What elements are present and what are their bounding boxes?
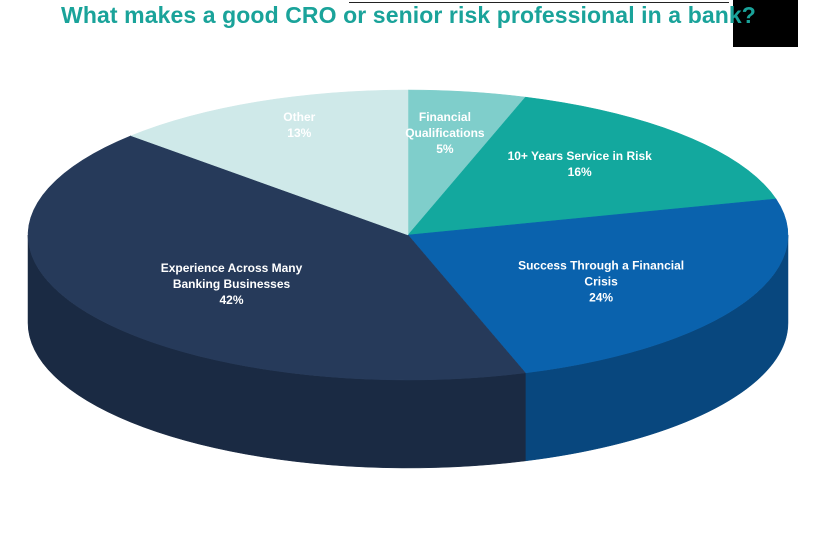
label-experience-across-many-banking-businesses: Experience Across Many Banking Businesses… xyxy=(161,261,303,307)
pie-labels: Financial Qualifications 5% 10+ Years Servi… xyxy=(161,110,684,307)
slice-label-line: Financial xyxy=(419,110,471,124)
slice-label-line: Other xyxy=(283,110,315,124)
slice-label-line: Success Through a Financial xyxy=(518,259,684,273)
slice-experience-across-many-banking-businesses xyxy=(27,135,526,381)
chart-title: What makes a good CRO or senior risk pro… xyxy=(61,2,756,28)
slice-other xyxy=(130,89,409,236)
slice-label-line: Qualifications xyxy=(405,126,485,140)
slice-label-line: Experience Across Many xyxy=(161,261,303,275)
slice-label-line: 10+ Years Service in Risk xyxy=(508,149,653,163)
slice-percent: 13% xyxy=(287,126,311,140)
label-other: Other 13% xyxy=(283,110,315,140)
slice-financial-qualifications xyxy=(407,89,526,236)
label-financial-qualifications: Financial Qualifications 5% xyxy=(405,110,485,156)
pie-slices xyxy=(27,89,789,381)
slice-percent: 16% xyxy=(568,165,592,179)
slice-success-through-a-financial-crisis xyxy=(407,198,789,374)
slice-label-line: Crisis xyxy=(584,275,618,289)
label-success-through-a-financial-crisis: Success Through a Financial Crisis 24% xyxy=(518,259,684,305)
black-box xyxy=(733,0,798,47)
slice-label-line: Banking Businesses xyxy=(173,277,291,291)
slice-percent: 42% xyxy=(219,293,243,307)
label-10-years-service-in-risk: 10+ Years Service in Risk 16% xyxy=(508,149,653,179)
slice-percent: 24% xyxy=(589,291,613,305)
slice-10-years-service-in-risk xyxy=(407,96,777,236)
title-rule xyxy=(349,2,729,3)
slice-percent: 5% xyxy=(436,142,454,156)
